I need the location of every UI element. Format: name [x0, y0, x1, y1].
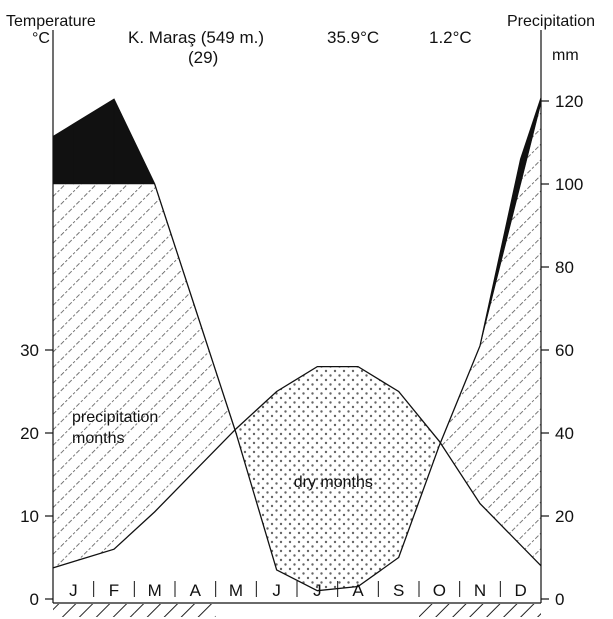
month-label: A: [190, 581, 202, 600]
right-axis-title: Precipitation: [507, 13, 595, 30]
right-tick-label: 60: [555, 341, 574, 360]
wet-region-fill: [440, 103, 541, 566]
month-label: M: [229, 581, 243, 600]
excess-precipitation-fill: [52, 123, 74, 185]
month-label: M: [148, 581, 162, 600]
wet-months-annotation: precipitation: [72, 409, 158, 426]
annotations: precipitation months dry months: [72, 409, 373, 491]
month-label: A: [352, 581, 364, 600]
axes-frame: [52, 30, 542, 604]
month-label: O: [433, 581, 446, 600]
wet-months-annotation: months: [72, 430, 124, 447]
left-axis-unit: °C: [32, 30, 50, 47]
axis-ticks: 0 10 20 30 0 20 40 60 80 100 120: [20, 92, 583, 609]
right-tick-label: 120: [555, 92, 583, 111]
frost-bar: [459, 604, 501, 617]
left-tick-label: 0: [30, 590, 39, 609]
wet-region-fill: [53, 184, 235, 568]
left-tick-label: 30: [20, 341, 39, 360]
right-axis-unit: mm: [552, 47, 579, 64]
frost-bar: [134, 604, 175, 617]
month-label: J: [69, 581, 78, 600]
frost-bar: [53, 604, 94, 617]
frost-bar: [93, 604, 135, 617]
station-label: K. Maraş (549 m.): [128, 28, 264, 47]
frost-bar: [419, 604, 460, 617]
frost-bar: [175, 604, 216, 617]
fill-areas: [52, 98, 542, 591]
month-label: F: [109, 581, 119, 600]
temperature-line: [52, 365, 542, 569]
left-tick-label: 20: [20, 424, 39, 443]
dry-months-annotation: dry months: [294, 474, 373, 491]
frost-bars: [53, 604, 541, 617]
dry-region-fill: [234, 366, 441, 591]
left-tick-label: 10: [20, 507, 39, 526]
month-label: D: [515, 581, 527, 600]
left-axis-title: Temperature: [6, 13, 96, 30]
right-tick-label: 80: [555, 258, 574, 277]
series-lines: [52, 97, 542, 592]
right-tick-label: 0: [555, 590, 564, 609]
frost-bar: [500, 604, 541, 617]
years-label: (29): [188, 48, 218, 67]
min-temp-label: 1.2°C: [429, 28, 472, 47]
right-tick-label: 20: [555, 507, 574, 526]
month-label: S: [393, 581, 404, 600]
month-label: J: [272, 581, 281, 600]
month-label: J: [313, 581, 322, 600]
max-temp-label: 35.9°C: [327, 28, 379, 47]
month-label: N: [474, 581, 486, 600]
right-tick-label: 40: [555, 424, 574, 443]
precipitation-line: [52, 97, 542, 592]
right-tick-label: 100: [555, 175, 583, 194]
